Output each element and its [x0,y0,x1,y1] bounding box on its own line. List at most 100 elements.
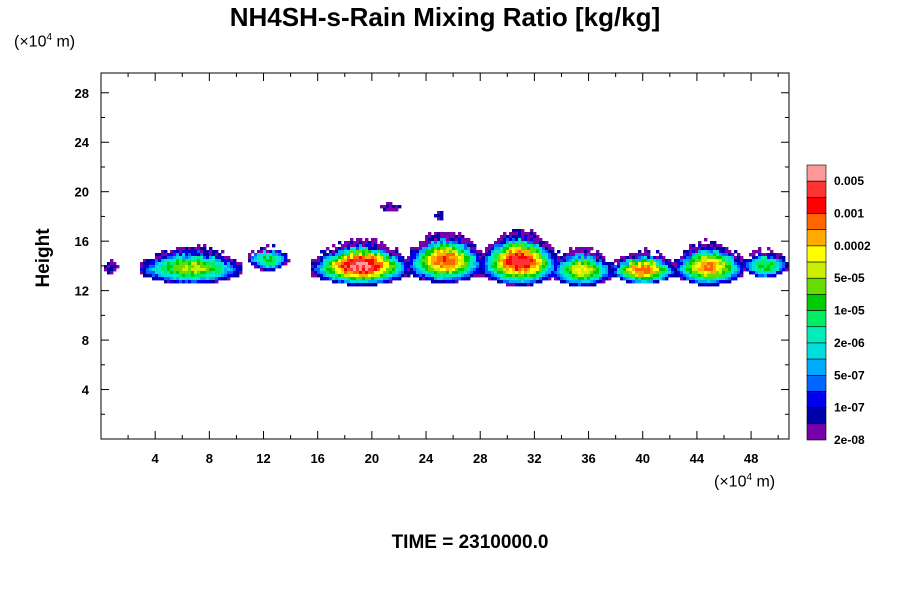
heatmap-cell [170,256,174,260]
colorbar-swatch [806,229,827,247]
heatmap-cell [773,265,777,269]
heatmap-cell [278,259,282,263]
heatmap-cell [449,280,453,284]
heatmap-cell [338,250,342,254]
heatmap-cell [563,256,567,260]
heatmap-cell [203,271,207,275]
heatmap-cell [434,280,438,284]
heatmap-cell [518,256,522,260]
heatmap-cell [710,244,714,248]
heatmap-cell [440,250,444,254]
heatmap-cell [734,256,738,260]
x-tick-label: 4 [152,451,160,466]
heatmap-cell [185,265,189,269]
heatmap-cell [566,253,570,257]
heatmap-cell [386,268,390,272]
heatmap-cell [371,277,375,281]
heatmap-cell [221,277,225,281]
heatmap-cell [485,268,489,272]
heatmap-cell [395,274,399,278]
heatmap-cell [437,259,441,263]
heatmap-cell [260,250,264,254]
heatmap-cell [365,265,369,269]
heatmap-cell [782,256,786,260]
heatmap-cell [188,253,192,257]
heatmap-cell [446,244,450,248]
heatmap-cell [506,271,510,275]
heatmap-cell [434,235,438,239]
heatmap-cell [458,265,462,269]
heatmap-cell [371,244,375,248]
heatmap-cell [332,253,336,257]
heatmap-cell [644,274,648,278]
heatmap-cell [695,259,699,263]
colorbar-swatch [806,213,827,231]
colorbar-swatch [806,423,827,441]
heatmap-cell [701,259,705,263]
heatmap-cell [365,271,369,275]
heatmap-cell [656,262,660,266]
heatmap-cell [578,259,582,263]
heatmap-cell [761,268,765,272]
heatmap-cell [542,262,546,266]
heatmap-cell [425,247,429,251]
heatmap-cell [275,262,279,266]
heatmap-cell [590,277,594,281]
heatmap-cell [545,250,549,254]
heatmap-cell [638,256,642,260]
heatmap-cell [554,277,558,281]
heatmap-cell [635,274,639,278]
heatmap-cell [347,283,351,287]
heatmap-cell [440,280,444,284]
heatmap-cell [365,259,369,263]
heatmap-cell [773,259,777,263]
heatmap-cell [473,265,477,269]
heatmap-cell [476,253,480,257]
heatmap-cell [392,259,396,263]
heatmap-cell [413,259,417,263]
heatmap-cell [350,262,354,266]
heatmap-cell [521,229,525,233]
heatmap-cell [608,265,612,269]
heatmap-cell [593,280,597,284]
heatmap-cell [584,256,588,260]
heatmap-cell [512,265,516,269]
heatmap-cell [236,262,240,266]
heatmap-cell [578,277,582,281]
heatmap-cell [509,283,513,287]
heatmap-cell [458,268,462,272]
heatmap-cell [392,277,396,281]
heatmap-cell [578,265,582,269]
heatmap-cell [719,262,723,266]
heatmap-cell [221,259,225,263]
heatmap-cell [710,259,714,263]
heatmap-cell [227,274,231,278]
heatmap-cell [359,256,363,260]
heatmap-cell [461,274,465,278]
heatmap-cell [500,244,504,248]
heatmap-cell [179,268,183,272]
heatmap-cell [494,262,498,266]
heatmap-cell [209,247,213,251]
heatmap-cell [326,247,330,251]
colorbar-swatch [806,407,827,425]
heatmap-cell [197,265,201,269]
heatmap-cell [200,256,204,260]
heatmap-cell [731,277,735,281]
heatmap-cell [551,256,555,260]
heatmap-cell [398,277,402,281]
heatmap-cell [449,259,453,263]
heatmap-cell [383,244,387,248]
heatmap-cell [632,271,636,275]
heatmap-cell [722,277,726,281]
heatmap-cell [530,274,534,278]
heatmap-cell [536,241,540,245]
heatmap-cell [512,241,516,245]
heatmap-cell [428,232,432,236]
heatmap-cell [527,241,531,245]
heatmap-cell [455,256,459,260]
heatmap-cell [428,253,432,257]
heatmap-cell [677,274,681,278]
heatmap-cell [452,271,456,275]
heatmap-cell [773,262,777,266]
